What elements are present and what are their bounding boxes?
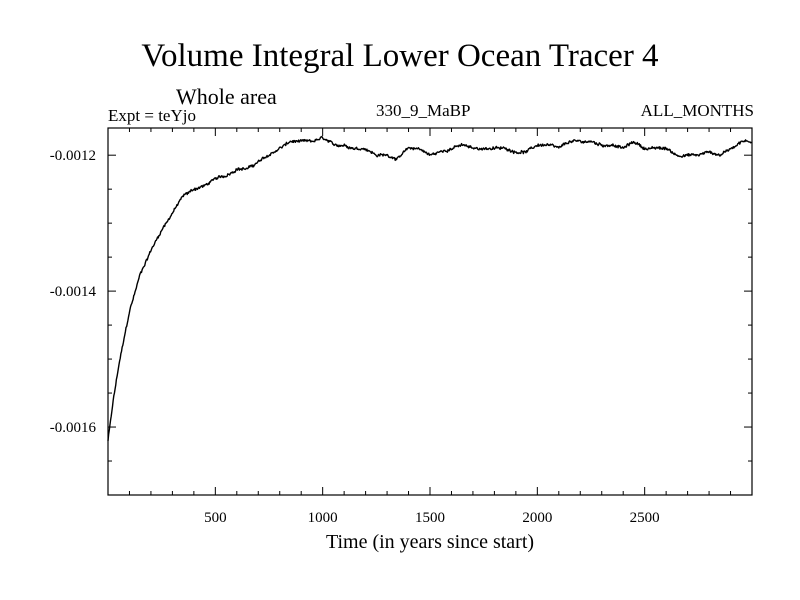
x-tick-label: 500: [204, 510, 227, 526]
plot-frame: [107, 127, 753, 496]
series-line: [107, 135, 753, 442]
x-axis-label: Time (in years since start): [326, 531, 534, 553]
x-tick-label: 2500: [630, 510, 660, 526]
x-tick-label: 1500: [415, 510, 445, 526]
x-tick-label: 2000: [522, 510, 552, 526]
period-label: ALL_MONTHS: [640, 101, 754, 120]
y-tick-label: -0.0012: [50, 148, 96, 164]
experiment-label: Expt = teYjo: [108, 106, 196, 125]
y-tick-label: -0.0014: [50, 284, 97, 300]
y-tick-label: -0.0016: [50, 420, 97, 436]
run-label: 330_9_MaBP: [376, 101, 471, 120]
chart-subtitle: Whole area: [176, 84, 277, 109]
x-tick-label: 1000: [308, 510, 338, 526]
chart-title: Volume Integral Lower Ocean Tracer 4: [141, 38, 659, 74]
